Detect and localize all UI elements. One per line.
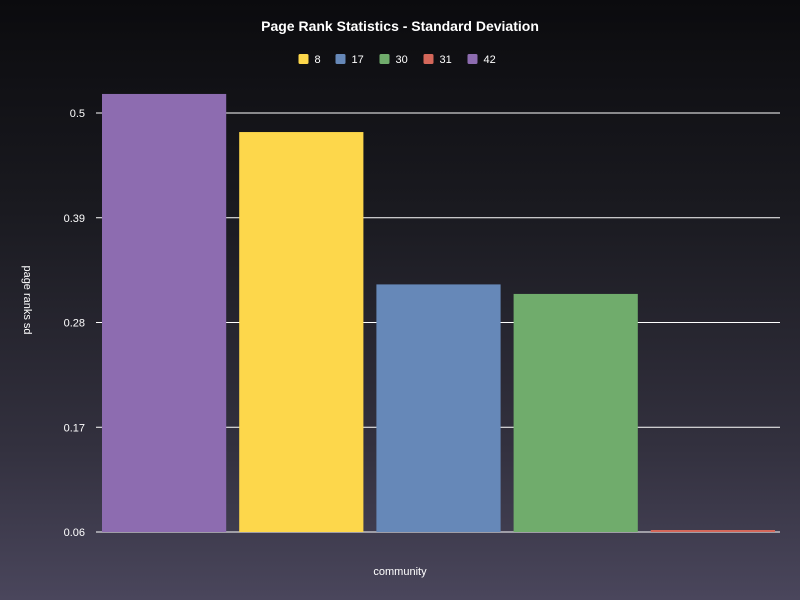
legend-label-17: 17 bbox=[352, 54, 364, 66]
bar-31 bbox=[650, 530, 775, 532]
bar-42 bbox=[102, 93, 227, 533]
y-axis-label: page ranks sd bbox=[21, 265, 33, 334]
y-tick-label: 0.17 bbox=[64, 422, 85, 434]
bar-8 bbox=[239, 132, 364, 532]
y-axis-ticks: 0.06 0.17 0.28 0.39 0.5 bbox=[64, 108, 85, 539]
x-axis-label: community bbox=[373, 566, 427, 578]
legend-swatch-42 bbox=[467, 54, 478, 64]
legend-swatch-8 bbox=[298, 54, 309, 64]
bar-17 bbox=[376, 284, 501, 532]
legend-swatch-31 bbox=[423, 54, 434, 64]
legend-label-8: 8 bbox=[315, 54, 321, 66]
y-tick-label: 0.5 bbox=[70, 108, 85, 120]
bars bbox=[102, 93, 775, 533]
chart-title: Page Rank Statistics - Standard Deviatio… bbox=[261, 18, 539, 34]
legend-swatch-30 bbox=[379, 54, 390, 64]
legend: 8 17 30 31 42 bbox=[298, 54, 496, 66]
y-tick-label: 0.28 bbox=[64, 318, 85, 330]
legend-label-31: 31 bbox=[440, 54, 452, 66]
bar-30 bbox=[513, 293, 638, 532]
legend-label-30: 30 bbox=[396, 54, 408, 66]
y-tick-label: 0.39 bbox=[64, 213, 85, 225]
legend-label-42: 42 bbox=[484, 54, 496, 66]
y-tick-label: 0.06 bbox=[64, 527, 85, 539]
legend-swatch-17 bbox=[335, 54, 346, 64]
